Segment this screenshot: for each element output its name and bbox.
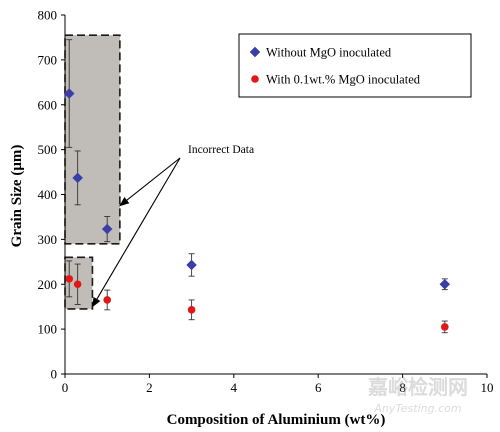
point-with-mgo <box>103 296 111 304</box>
y-tick-label: 200 <box>38 277 58 292</box>
point-with-mgo <box>441 323 449 331</box>
y-tick-label: 300 <box>38 232 58 247</box>
data-points <box>63 88 451 331</box>
x-tick-label: 4 <box>231 380 238 395</box>
y-tick-label: 700 <box>38 52 58 67</box>
x-tick-label: 8 <box>399 380 406 395</box>
point-with-mgo <box>73 280 82 289</box>
annotation-arrow <box>91 157 181 308</box>
x-tick-label: 10 <box>481 380 494 395</box>
watermark-line1: 嘉峪检测网 <box>367 375 468 399</box>
point-without-mgo <box>439 278 451 290</box>
highlight-region-0 <box>64 34 121 245</box>
legend-label-0: Without MgO inoculated <box>266 46 392 60</box>
annotation-label: Incorrect Data <box>188 144 254 156</box>
point-without-mgo <box>186 259 197 271</box>
y-tick-label: 600 <box>38 97 58 112</box>
y-tick-label: 0 <box>51 367 58 382</box>
x-tick-label: 0 <box>62 380 69 395</box>
legend-marker-1 <box>251 75 259 83</box>
x-axis-label: Composition of Aluminium (wt%) <box>167 412 386 428</box>
y-tick-label: 800 <box>38 8 58 23</box>
point-without-mgo <box>72 172 84 184</box>
x-tick-label: 6 <box>315 380 322 395</box>
legend: Without MgO inoculated With 0.1wt.% MgO i… <box>238 33 472 98</box>
point-without-mgo <box>101 223 113 235</box>
legend-marker-0 <box>249 46 261 58</box>
x-tick-label: 2 <box>146 380 153 395</box>
y-tick-label: 100 <box>38 322 58 337</box>
y-tick-label: 500 <box>38 142 58 157</box>
legend-box <box>238 33 472 98</box>
point-with-mgo <box>65 275 74 283</box>
annotation-arrow <box>119 157 181 207</box>
point-without-mgo <box>63 88 75 99</box>
annotation-group: Incorrect Data <box>91 144 254 308</box>
y-tick-label: 400 <box>38 187 58 202</box>
highlight-regions <box>64 34 121 310</box>
y-axis-label: Grain Size (μm) <box>9 145 25 248</box>
watermark-line2: AnyTesting.com <box>373 402 461 415</box>
point-with-mgo <box>187 306 196 314</box>
legend-label-1: With 0.1wt.% MgO inoculated <box>266 73 421 87</box>
watermark: 嘉峪检测网 AnyTesting.com <box>367 375 468 415</box>
